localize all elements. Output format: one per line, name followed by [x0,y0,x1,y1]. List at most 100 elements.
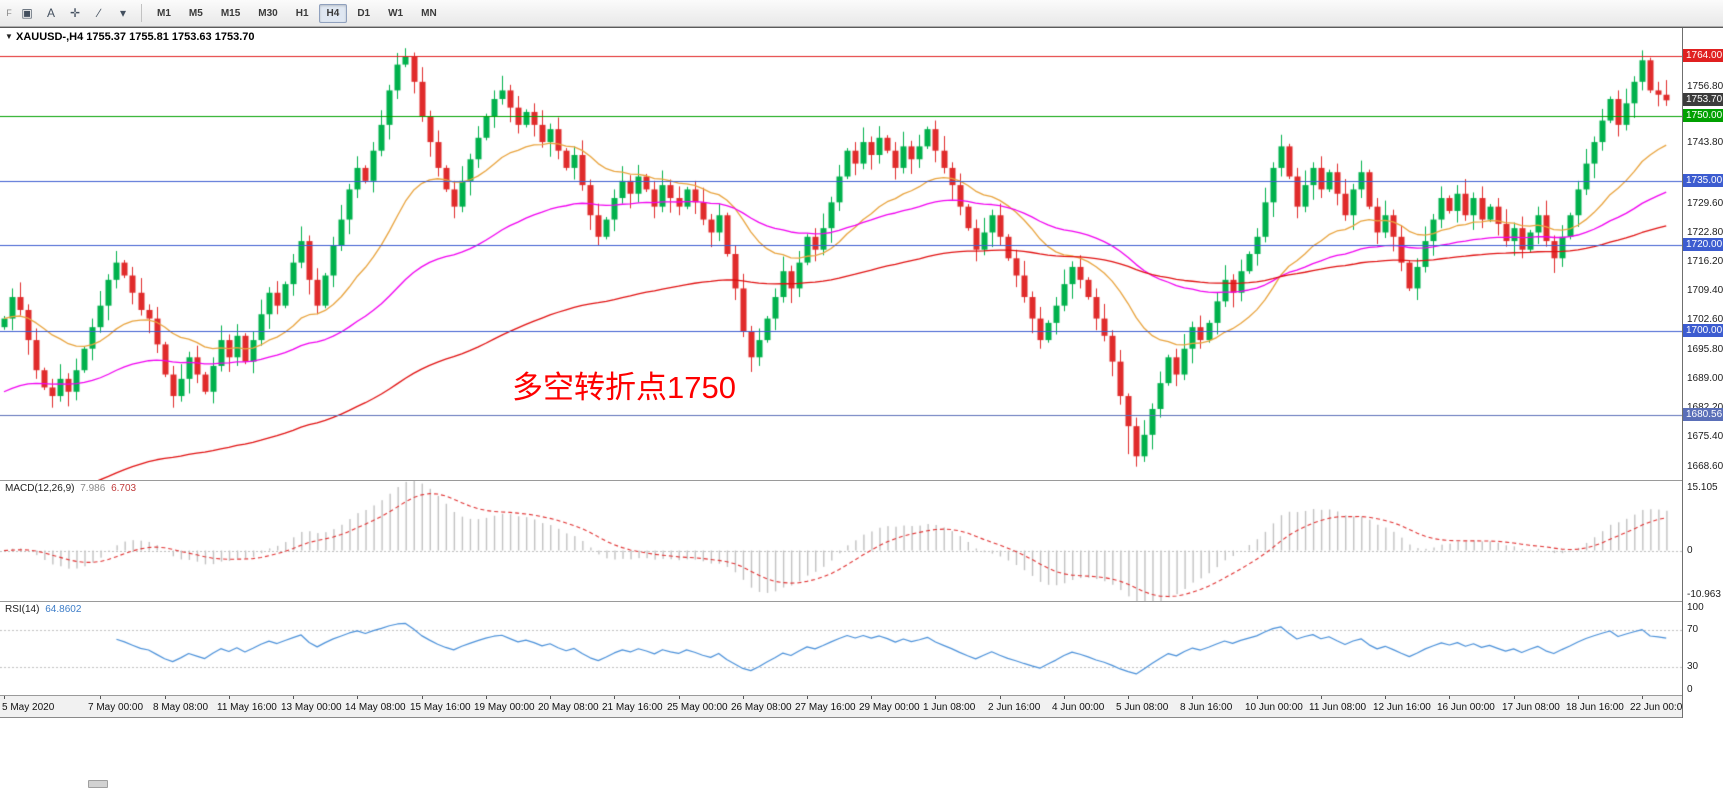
crosshair-icon[interactable]: ✛ [69,6,81,20]
time-tick [100,696,101,699]
time-tick [1192,696,1193,699]
hline-price-label: 1680.56 [1683,408,1723,421]
time-axis-label: 17 Jun 08:00 [1502,702,1560,713]
time-tick [1449,696,1450,699]
timeframe-button-d1[interactable]: D1 [357,7,371,19]
chart-panes: ▼ XAUUSD-,H4 1755.37 1755.81 1753.63 175… [0,28,1688,718]
price-tick-label: 1702.60 [1687,314,1723,325]
time-axis-label: 1 Jun 08:00 [923,702,976,713]
time-tick [1128,696,1129,699]
price-axis[interactable]: 1756.80 1743.80 1729.60 1722.80 1716.20 1709.… [1682,28,1723,718]
time-tick [229,696,230,699]
time-tick [1514,696,1515,699]
price-tick-label: 1716.20 [1687,256,1723,267]
time-tick [422,696,423,699]
tools-dropdown-icon[interactable]: ▾ [119,6,127,20]
time-axis-label: 18 Jun 16:00 [1566,702,1624,713]
time-tick [4,696,5,699]
price-tick-label: 1743.80 [1687,137,1723,148]
time-tick [871,696,872,699]
time-tick [807,696,808,699]
macd-scale-label: 15.105 [1687,482,1718,493]
symbol-dropdown-icon[interactable]: ▼ [5,32,13,41]
symbol-ohlc-header: ▼ XAUUSD-,H4 1755.37 1755.81 1753.63 175… [5,31,255,43]
timeframe-button-w1[interactable]: W1 [388,7,404,19]
bottom-area [0,718,1723,791]
price-tick-label: 1756.80 [1687,81,1723,92]
time-axis-label: 29 May 00:00 [859,702,920,713]
time-tick [679,696,680,699]
time-tick [1000,696,1001,699]
macd-pane: MACD(12,26,9) 7.986 6.703 [0,481,1682,602]
price-tick-label: 1689.00 [1687,373,1723,384]
toolbar: F ▣ A ✛ ∕ ▾ M1 M5 M15 M30 H1 H4 D1 W1 MN [0,0,1723,27]
time-axis-label: 5 Jun 08:00 [1116,702,1169,713]
toolbar-grip: F [6,8,12,18]
hline-price-label: 1750.00 [1683,109,1723,122]
rsi-scale-label: 70 [1687,624,1699,635]
price-tick-label: 1668.60 [1687,461,1723,472]
time-axis-label: 13 May 00:00 [281,702,342,713]
time-tick [1321,696,1322,699]
time-axis-label: 2 Jun 16:00 [988,702,1041,713]
macd-label: MACD(12,26,9) [5,483,75,494]
macd-scale-label: 0 [1687,545,1693,556]
time-tick [614,696,615,699]
timeframe-button-m30[interactable]: M30 [258,7,278,19]
time-axis-label: 26 May 08:00 [731,702,792,713]
timeframe-button-h1[interactable]: H1 [295,7,309,19]
rsi-pane: RSI(14) 64.8602 [0,602,1682,696]
price-tick-label: 1709.40 [1687,285,1723,296]
macd-value-signal: 6.703 [111,483,137,494]
hline-price-label: 1720.00 [1683,238,1723,251]
time-tick [1064,696,1065,699]
price-tick-label: 1722.80 [1687,227,1723,238]
rsi-canvas[interactable] [0,602,1682,695]
chart-annotation: 多空转折点1750 [512,370,736,405]
time-axis-label: 12 Jun 16:00 [1373,702,1431,713]
time-tick [1385,696,1386,699]
horizontal-scrollbar-thumb[interactable] [88,780,108,788]
time-tick [1257,696,1258,699]
chart-window: ▼ XAUUSD-,H4 1755.37 1755.81 1753.63 175… [0,27,1723,718]
macd-header: MACD(12,26,9) 7.986 6.703 [5,483,136,494]
rsi-scale-label: 100 [1687,602,1704,613]
time-axis-label: 11 Jun 08:00 [1309,702,1367,713]
time-axis[interactable]: 5 May 2020 7 May 00:00 8 May 08:00 11 May 1… [0,696,1688,718]
price-tick-label: 1675.40 [1687,431,1723,442]
main-price-pane: ▼ XAUUSD-,H4 1755.37 1755.81 1753.63 175… [0,28,1682,481]
candlestick-chart-canvas[interactable] [0,28,1682,480]
price-tick-label: 1695.80 [1687,344,1723,355]
time-axis-label: 27 May 16:00 [795,702,856,713]
text-label-icon[interactable]: A [46,6,55,20]
time-tick [935,696,936,699]
macd-value-main: 7.986 [80,483,106,494]
macd-canvas[interactable] [0,481,1682,601]
timeframe-button-m1[interactable]: M1 [157,7,171,19]
chart-window-icon[interactable]: ▣ [21,6,33,20]
time-axis-label: 21 May 16:00 [602,702,663,713]
time-axis-label: 11 May 16:00 [217,702,277,713]
time-axis-label: 8 May 08:00 [153,702,209,713]
time-axis-label: 8 Jun 16:00 [1180,702,1233,713]
time-axis-label: 14 May 08:00 [345,702,406,713]
time-axis-label: 10 Jun 00:00 [1245,702,1303,713]
time-axis-label: 7 May 00:00 [88,702,144,713]
timeframe-button-h4[interactable]: H4 [318,3,348,23]
time-tick [486,696,487,699]
rsi-header: RSI(14) 64.8602 [5,604,81,615]
rsi-label: RSI(14) [5,604,40,615]
timeframe-button-m15[interactable]: M15 [220,7,241,19]
time-tick [1578,696,1579,699]
time-axis-label: 19 May 00:00 [474,702,535,713]
timeframe-button-mn[interactable]: MN [421,7,437,19]
hline-price-label: 1735.00 [1683,174,1723,187]
timeframe-button-m5[interactable]: M5 [188,7,203,19]
time-axis-label: 20 May 08:00 [538,702,599,713]
hline-price-label: 1764.00 [1683,49,1723,62]
trendline-tools-icon[interactable]: ∕ [97,6,100,20]
rsi-scale-label: 30 [1687,661,1699,672]
toolbar-tools: ▣ A ✛ ∕ ▾ [15,2,135,24]
hline-price-label: 1700.00 [1683,324,1723,337]
time-tick [165,696,166,699]
